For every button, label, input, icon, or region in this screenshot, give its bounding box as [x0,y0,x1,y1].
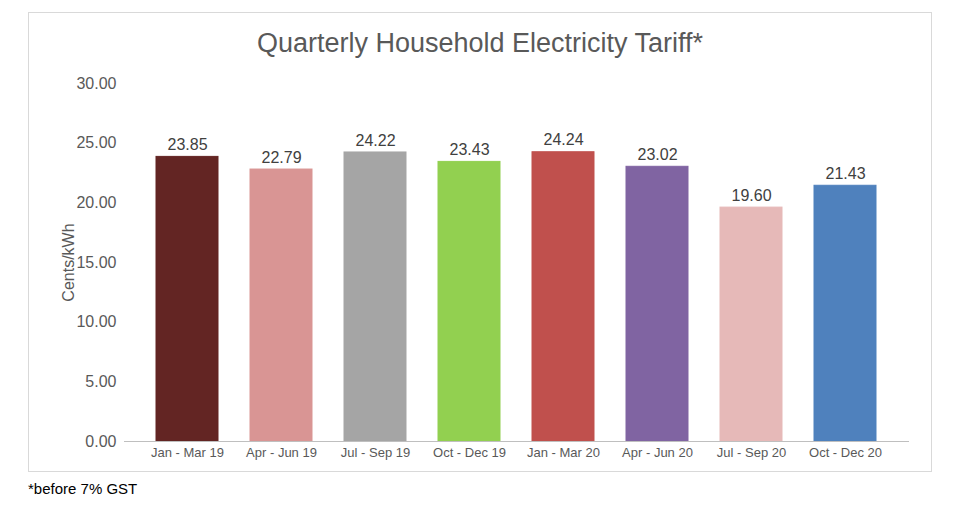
svg-text:Jan - Mar 20: Jan - Mar 20 [527,445,600,460]
svg-text:22.79: 22.79 [261,149,301,166]
svg-text:Apr - Jun 20: Apr - Jun 20 [622,445,693,460]
svg-text:23.85: 23.85 [167,136,207,153]
svg-text:Jul - Sep 19: Jul - Sep 19 [341,445,410,460]
svg-text:30.00: 30.00 [76,75,116,92]
svg-text:Cents/kWh: Cents/kWh [60,223,77,301]
svg-text:24.22: 24.22 [355,132,395,149]
html-text:Quarterly Household Electricit: Quarterly Household Electricity Tariff* [256,28,704,58]
svg-text:Apr - Jun 19: Apr - Jun 19 [246,445,317,460]
svg-text:Oct - Dec 20: Oct - Dec 20 [809,445,882,460]
svg-text:15.00: 15.00 [76,254,116,271]
svg-text:25.00: 25.00 [76,134,116,151]
svg-text:20.00: 20.00 [76,194,116,211]
svg-text:23.43: 23.43 [449,141,489,158]
svg-text:23.02: 23.02 [637,146,677,163]
svg-text:19.60: 19.60 [731,187,771,204]
svg-text:21.43: 21.43 [825,165,865,182]
svg-text:5.00: 5.00 [85,373,116,390]
svg-text:Jan - Mar 19: Jan - Mar 19 [151,445,224,460]
svg-text:0.00: 0.00 [85,433,116,450]
svg-text:Oct - Dec 19: Oct - Dec 19 [433,445,506,460]
svg-text:Jul - Sep 20: Jul - Sep 20 [717,445,786,460]
svg-text:10.00: 10.00 [76,313,116,330]
svg-text:24.24: 24.24 [543,131,583,148]
html-text:*before 7% GST: *before 7% GST [28,480,138,497]
